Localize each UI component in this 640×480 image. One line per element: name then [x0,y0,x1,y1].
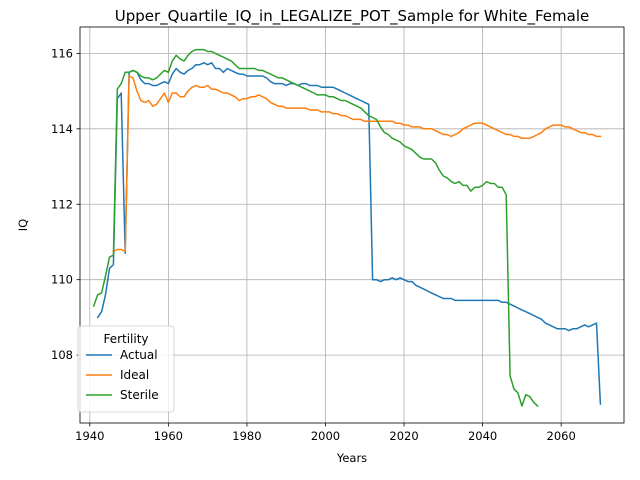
legend-title: Fertility [103,332,148,346]
series-line-sterile [92,48,539,408]
legend-label-ideal: Ideal [120,368,149,382]
plot-frame [79,26,625,424]
series-layer [92,48,602,408]
y-tick-label: 114 [51,122,73,136]
y-tick-label: 108 [51,348,73,362]
legend: Fertility Actual Ideal Sterile [77,325,175,413]
series-line-actual [96,62,602,405]
y-tick-label: 116 [51,46,73,60]
x-tick-label: 2060 [547,429,576,443]
y-axis-label: IQ [16,219,30,231]
series-line-ideal [112,75,602,253]
x-axis: 1940 1960 1980 2000 2020 2040 2060 [75,423,576,443]
x-tick-label: 2020 [389,429,418,443]
grid [80,27,624,423]
legend-box [77,325,175,413]
x-axis-label: Years [336,451,367,465]
x-tick-label: 1980 [232,429,261,443]
y-tick-label: 110 [51,273,73,287]
y-axis: 108 110 112 114 116 [51,46,80,362]
x-tick-label: 1940 [75,429,104,443]
x-tick-label: 2040 [468,429,497,443]
x-tick-label: 1960 [154,429,183,443]
chart-title: Upper_Quartile_IQ_in_LEGALIZE_POT_Sample… [115,7,589,26]
legend-label-actual: Actual [120,348,158,362]
legend-label-sterile: Sterile [120,388,159,402]
x-tick-label: 2000 [311,429,340,443]
y-tick-label: 112 [51,197,73,211]
